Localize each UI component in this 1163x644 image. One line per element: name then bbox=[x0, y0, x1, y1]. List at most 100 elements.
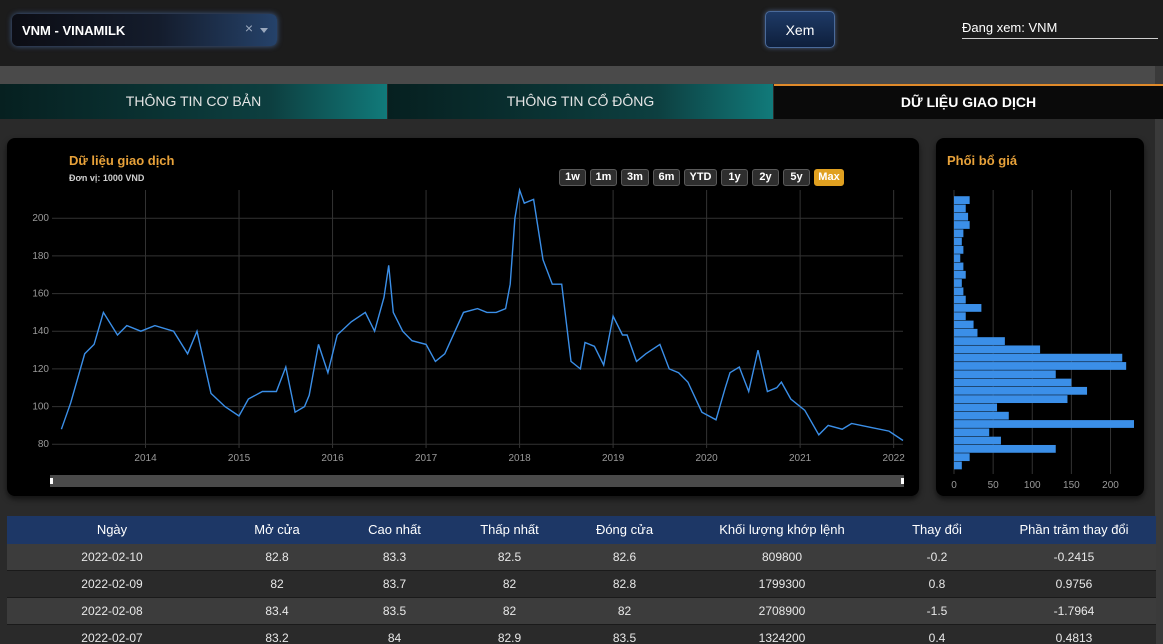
cell-change-percent: 0.9756 bbox=[1055, 577, 1093, 591]
col-date[interactable]: Ngày bbox=[96, 522, 128, 537]
range-ytd-button[interactable]: YTD bbox=[684, 169, 717, 186]
distribution-bar bbox=[954, 320, 974, 329]
range-1m-button[interactable]: 1m bbox=[590, 169, 617, 186]
range-1y-button[interactable]: 1y bbox=[721, 169, 748, 186]
cell-change: -1.5 bbox=[926, 604, 948, 618]
cell-date: 2022-02-09 bbox=[81, 577, 143, 591]
distribution-bar bbox=[954, 245, 964, 254]
tab-basic-info[interactable]: THÔNG TIN CƠ BẢN bbox=[0, 84, 387, 119]
cell-date: 2022-02-08 bbox=[81, 604, 143, 618]
distribution-bar bbox=[954, 229, 964, 238]
y-tick-label: 200 bbox=[32, 213, 49, 224]
cell-close: 82 bbox=[617, 604, 632, 618]
chart-title: Dữ liệu giao dịch bbox=[69, 153, 175, 168]
distribution-bar bbox=[954, 204, 966, 213]
distribution-bar bbox=[954, 453, 970, 462]
range-5y-button[interactable]: 5y bbox=[783, 169, 810, 186]
distribution-bar bbox=[954, 328, 978, 337]
x-tick-label: 2015 bbox=[228, 453, 251, 464]
x-tick-label: 50 bbox=[988, 480, 1000, 491]
price-distribution-chart: 0 50 100 150 200 bbox=[951, 190, 1134, 491]
cell-change: 0.8 bbox=[928, 577, 946, 591]
y-tick-label: 120 bbox=[32, 364, 49, 375]
distribution-bar bbox=[954, 295, 966, 304]
cell-date: 2022-02-07 bbox=[81, 631, 143, 644]
distribution-bar bbox=[954, 196, 970, 205]
col-high[interactable]: Cao nhất bbox=[368, 522, 421, 537]
cell-date: 2022-02-10 bbox=[81, 550, 143, 564]
col-change[interactable]: Thay đổi bbox=[912, 522, 962, 537]
price-distribution-card: Phối bổ giá 0 50 100 150 200 bbox=[936, 138, 1144, 496]
col-low[interactable]: Thấp nhất bbox=[480, 522, 539, 537]
range-max-button[interactable]: Max bbox=[814, 169, 844, 186]
table-row[interactable]: 2022-02-10 82.8 83.3 82.5 82.6 809800 -0… bbox=[7, 544, 1156, 571]
y-tick-label: 160 bbox=[32, 289, 49, 300]
distribution-bar bbox=[954, 395, 1068, 404]
clear-icon[interactable]: × bbox=[244, 20, 253, 36]
cell-close: 82.6 bbox=[612, 550, 637, 564]
distribution-bar bbox=[954, 403, 998, 412]
distribution-bar bbox=[954, 237, 962, 246]
distribution-bar bbox=[954, 362, 1127, 370]
distribution-bar bbox=[954, 444, 1056, 453]
chevron-down-icon[interactable] bbox=[260, 28, 268, 33]
cell-open: 82 bbox=[270, 577, 284, 591]
col-volume[interactable]: Khối lượng khớp lệnh bbox=[719, 522, 845, 537]
tab-bar: THÔNG TIN CƠ BẢN THÔNG TIN CỔ ĐÔNG DỮ LI… bbox=[0, 84, 1163, 119]
cell-open: 83.4 bbox=[265, 604, 289, 618]
range-3m-button[interactable]: 3m bbox=[621, 169, 649, 186]
price-series-line bbox=[60, 187, 904, 442]
cell-change-percent: -0.2415 bbox=[1053, 550, 1095, 564]
table-header: Ngày Mở cửa Cao nhất Thấp nhất Đóng cửa … bbox=[7, 516, 1156, 544]
range-6m-button[interactable]: 6m bbox=[653, 169, 680, 186]
cell-volume: 809800 bbox=[761, 550, 803, 564]
range-2y-button[interactable]: 2y bbox=[752, 169, 779, 186]
distribution-bar bbox=[954, 270, 966, 279]
view-button[interactable]: Xem bbox=[765, 11, 835, 48]
navigator-left-handle[interactable] bbox=[50, 478, 53, 484]
trading-data-table: Ngày Mở cửa Cao nhất Thấp nhất Đóng cửa … bbox=[7, 516, 1156, 644]
y-tick-label: 180 bbox=[32, 251, 49, 262]
x-tick-label: 2022 bbox=[883, 453, 906, 464]
navigator-right-handle[interactable] bbox=[901, 478, 904, 484]
distribution-bar bbox=[954, 411, 1009, 420]
col-change-percent[interactable]: Phần trăm thay đổi bbox=[1019, 522, 1129, 537]
price-chart-card: Dữ liệu giao dịch Đơn vị: 1000 VND 1w 1m… bbox=[7, 138, 919, 496]
tab-trading-data[interactable]: DỮ LIỆU GIAO DỊCH bbox=[774, 84, 1163, 119]
distribution-bar bbox=[954, 221, 970, 229]
cell-open: 83.2 bbox=[265, 631, 289, 644]
table-row[interactable]: 2022-02-08 83.4 83.5 82 82 2708900 -1.5 … bbox=[7, 598, 1156, 625]
cell-low: 82 bbox=[502, 604, 517, 618]
chart-unit: Đơn vị: 1000 VND bbox=[69, 173, 145, 183]
x-tick-label: 2016 bbox=[321, 453, 344, 464]
price-line-chart: 80 100 120 140 160 180 200 2014 2015 2016 2017 2018… bbox=[32, 187, 906, 464]
distribution-title: Phối bổ giá bbox=[947, 153, 1018, 168]
tab-shareholder-info[interactable]: THÔNG TIN CỔ ĐÔNG bbox=[388, 84, 773, 119]
distribution-bar bbox=[954, 254, 961, 263]
table-row[interactable]: 2022-02-09 82 83.7 82 82.8 1799300 0.8 0… bbox=[7, 571, 1156, 598]
table-row[interactable]: 2022-02-07 83.2 84 82.9 83.5 1324200 0.4… bbox=[7, 625, 1156, 644]
range-1w-button[interactable]: 1w bbox=[559, 169, 586, 186]
cell-volume: 1324200 bbox=[758, 631, 806, 644]
stock-select-value: VNM - VINAMILK bbox=[22, 23, 126, 38]
chart-navigator[interactable] bbox=[50, 475, 904, 487]
x-tick-label: 200 bbox=[1102, 480, 1119, 491]
page-scrollbar[interactable] bbox=[1155, 66, 1163, 644]
cell-change-percent: 0.4813 bbox=[1055, 631, 1093, 644]
distribution-bar bbox=[954, 287, 964, 296]
cell-low: 82 bbox=[502, 577, 517, 591]
col-close[interactable]: Đóng cửa bbox=[595, 522, 654, 537]
y-tick-label: 140 bbox=[32, 326, 49, 337]
viewing-label: Đang xem: VNM bbox=[962, 20, 1158, 39]
cell-low: 82.9 bbox=[497, 631, 522, 644]
distribution-bar bbox=[954, 312, 966, 321]
distribution-bar bbox=[954, 212, 969, 221]
distribution-bar bbox=[954, 262, 964, 271]
stock-select[interactable]: VNM - VINAMILK × bbox=[12, 14, 277, 46]
distribution-bar bbox=[954, 436, 1001, 445]
cell-volume: 1799300 bbox=[758, 577, 806, 591]
col-open[interactable]: Mở cửa bbox=[254, 522, 300, 537]
x-tick-label: 2014 bbox=[134, 453, 157, 464]
x-tick-label: 2019 bbox=[602, 453, 625, 464]
x-tick-label: 2021 bbox=[789, 453, 812, 464]
